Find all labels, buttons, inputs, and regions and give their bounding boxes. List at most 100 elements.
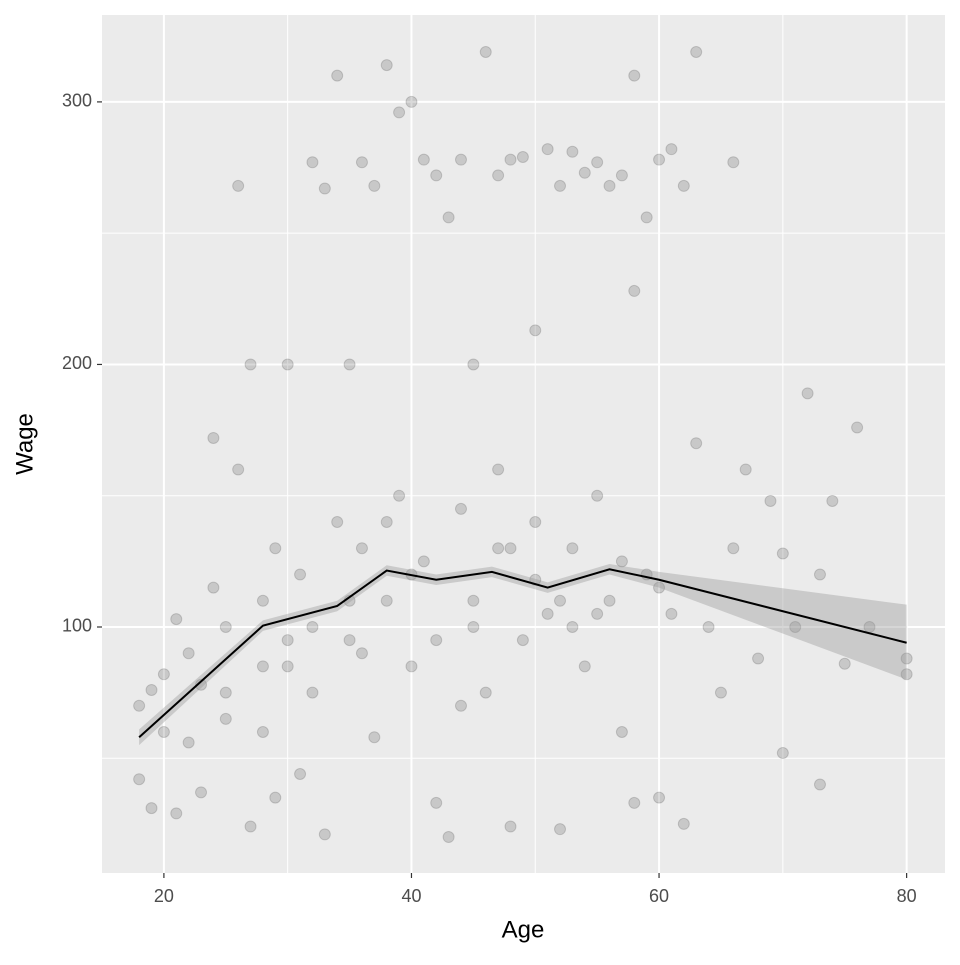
point — [318, 182, 331, 195]
point — [157, 726, 170, 739]
point — [256, 660, 269, 673]
point — [306, 156, 319, 169]
point — [826, 494, 839, 507]
point — [851, 421, 864, 434]
point — [591, 607, 604, 620]
point — [566, 620, 579, 633]
point — [244, 358, 257, 371]
point — [752, 652, 765, 665]
point — [405, 660, 418, 673]
point — [256, 594, 269, 607]
point — [714, 686, 727, 699]
x-tick-label: 40 — [401, 886, 421, 906]
point — [182, 647, 195, 660]
point — [182, 736, 195, 749]
point — [256, 726, 269, 739]
point — [504, 542, 517, 555]
point — [195, 678, 208, 691]
point — [690, 437, 703, 450]
point — [554, 823, 567, 836]
point — [653, 791, 666, 804]
point — [368, 731, 381, 744]
point — [504, 820, 517, 833]
point — [318, 828, 331, 841]
point — [219, 712, 232, 725]
point — [380, 59, 393, 72]
point — [343, 358, 356, 371]
x-tick-label: 60 — [649, 886, 669, 906]
marks — [133, 46, 913, 844]
point — [442, 831, 455, 844]
point — [430, 169, 443, 182]
point — [727, 156, 740, 169]
point — [219, 620, 232, 633]
x-tick-label: 80 — [897, 886, 917, 906]
point — [813, 568, 826, 581]
y-tick-label: 100 — [62, 616, 92, 636]
point — [467, 358, 480, 371]
point — [578, 660, 591, 673]
point — [157, 668, 170, 681]
point — [615, 555, 628, 568]
point — [628, 69, 641, 82]
point — [653, 153, 666, 166]
point — [380, 515, 393, 528]
x-tick-label: 20 — [154, 886, 174, 906]
point — [554, 594, 567, 607]
point — [281, 358, 294, 371]
point — [578, 166, 591, 179]
point — [479, 46, 492, 59]
point — [269, 542, 282, 555]
grid — [102, 15, 945, 873]
point — [145, 684, 158, 697]
point — [591, 156, 604, 169]
y-tick-label: 300 — [62, 91, 92, 111]
point — [479, 686, 492, 699]
point — [133, 773, 146, 786]
point — [355, 542, 368, 555]
point — [900, 652, 913, 665]
point — [615, 169, 628, 182]
point — [640, 211, 653, 224]
point — [690, 46, 703, 59]
point — [529, 515, 542, 528]
point — [232, 463, 245, 476]
point — [442, 211, 455, 224]
point — [516, 151, 529, 164]
point — [343, 634, 356, 647]
point — [603, 594, 616, 607]
point — [628, 284, 641, 297]
point — [739, 463, 752, 476]
point — [393, 106, 406, 119]
point — [244, 820, 257, 833]
point — [454, 153, 467, 166]
point — [331, 515, 344, 528]
point — [628, 796, 641, 809]
fit-line — [138, 568, 907, 739]
point — [677, 817, 690, 830]
point — [195, 786, 208, 799]
point — [232, 179, 245, 192]
point — [207, 431, 220, 444]
point — [541, 607, 554, 620]
point — [789, 620, 802, 633]
point — [554, 179, 567, 192]
y-tick-label: 200 — [62, 353, 92, 373]
point — [269, 791, 282, 804]
point — [281, 634, 294, 647]
point — [529, 324, 542, 337]
point — [393, 489, 406, 502]
point — [467, 594, 480, 607]
point — [653, 581, 666, 594]
point — [566, 542, 579, 555]
point — [355, 156, 368, 169]
point — [430, 634, 443, 647]
point — [677, 179, 690, 192]
point — [591, 489, 604, 502]
point — [492, 542, 505, 555]
point — [306, 620, 319, 633]
point — [776, 747, 789, 760]
panel — [102, 15, 945, 873]
x-axis-title: Age — [502, 916, 545, 943]
